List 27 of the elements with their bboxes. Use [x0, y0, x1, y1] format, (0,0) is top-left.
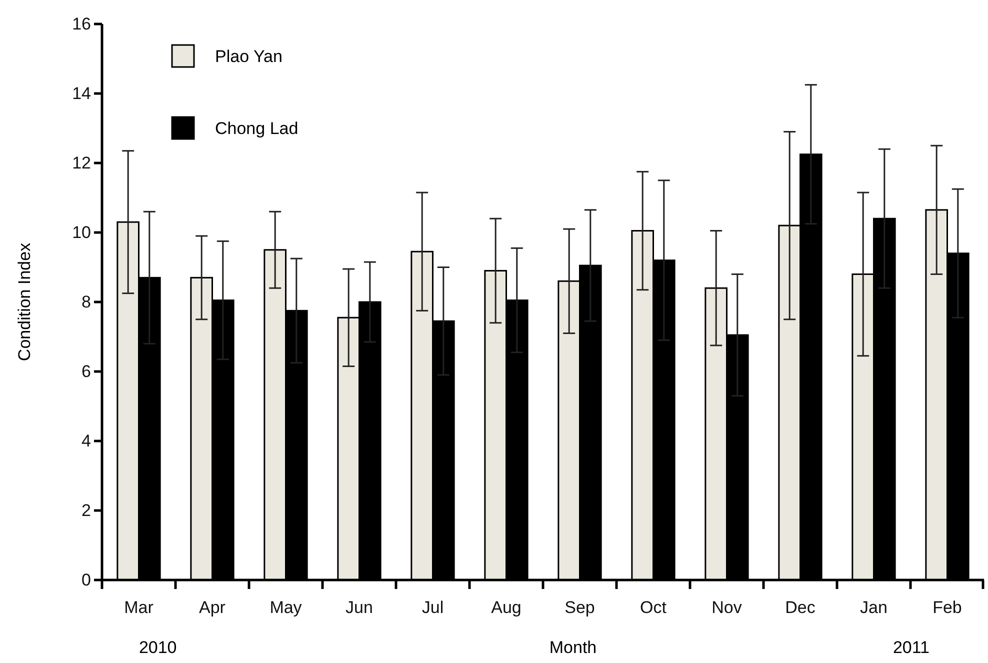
x-tick-label: Aug [491, 598, 522, 617]
x-tick-label: May [270, 598, 302, 617]
legend-label: Chong Lad [215, 119, 298, 138]
x-tick-label: Oct [640, 598, 667, 617]
x-tick-label: Sep [564, 598, 595, 617]
text: 2010 [138, 638, 177, 657]
y-axis-title: Condition Index [15, 242, 34, 362]
y-tick-label: 4 [82, 431, 91, 450]
x-tick-label: Jul [422, 598, 444, 617]
y-tick-label: 14 [72, 84, 91, 103]
y-tick-label: 0 [82, 570, 91, 590]
y-tick-label: 12 [72, 153, 91, 172]
x-tick-label: Jan [860, 598, 888, 617]
x-tick-label: Dec [785, 598, 816, 617]
y-tick-label: 6 [82, 362, 91, 381]
x-tick-label: Apr [199, 598, 226, 617]
x-tick-label: Jun [346, 598, 373, 617]
x-tick-label: Mar [124, 598, 154, 617]
y-tick-label: 2 [82, 500, 91, 520]
legend-label: Plao Yan [215, 47, 282, 66]
y-tick-label: 16 [72, 14, 91, 34]
y-tick-label: 10 [72, 222, 91, 242]
y-tick-label: 8 [82, 292, 91, 312]
x-axis-title: Month [549, 638, 597, 657]
text: 2011 [892, 638, 930, 657]
x-tick-label: Nov [712, 598, 742, 617]
x-tick-label: Feb [932, 598, 962, 617]
